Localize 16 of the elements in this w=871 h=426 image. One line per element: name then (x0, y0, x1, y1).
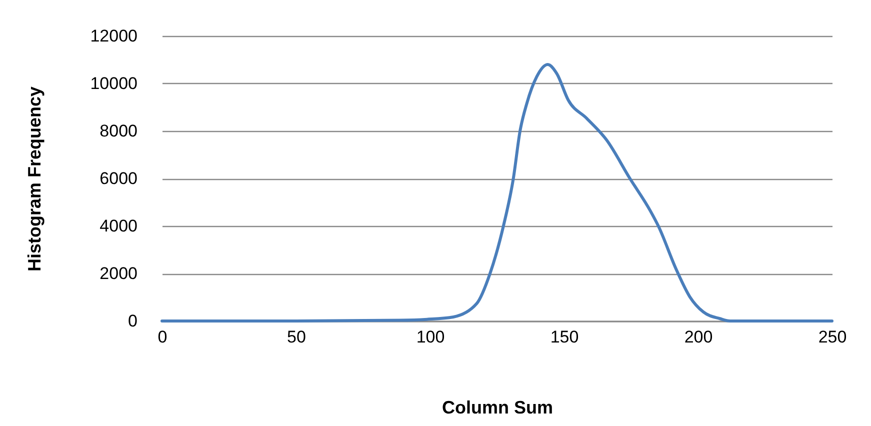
x-tick-label: 250 (818, 328, 847, 346)
y-tick-label: 10000 (90, 74, 138, 93)
x-tick-label: 0 (158, 328, 168, 346)
x-tick-label: 50 (287, 328, 306, 346)
x-tick-label: 150 (550, 328, 579, 346)
x-axis-title: Column Sum (442, 398, 553, 418)
y-tick-label: 8000 (100, 122, 138, 140)
y-tick-label: 2000 (100, 264, 138, 283)
y-axis-title: Histogram Frequency (24, 86, 44, 272)
y-tick-label: 12000 (90, 26, 138, 46)
x-tick-label: 200 (684, 328, 713, 346)
x-tick-label: 100 (416, 328, 445, 346)
y-tick-label: 0 (128, 312, 138, 330)
y-tick-label: 4000 (100, 216, 138, 236)
y-tick-label: 6000 (100, 169, 138, 188)
line-series (160, 63, 834, 322)
